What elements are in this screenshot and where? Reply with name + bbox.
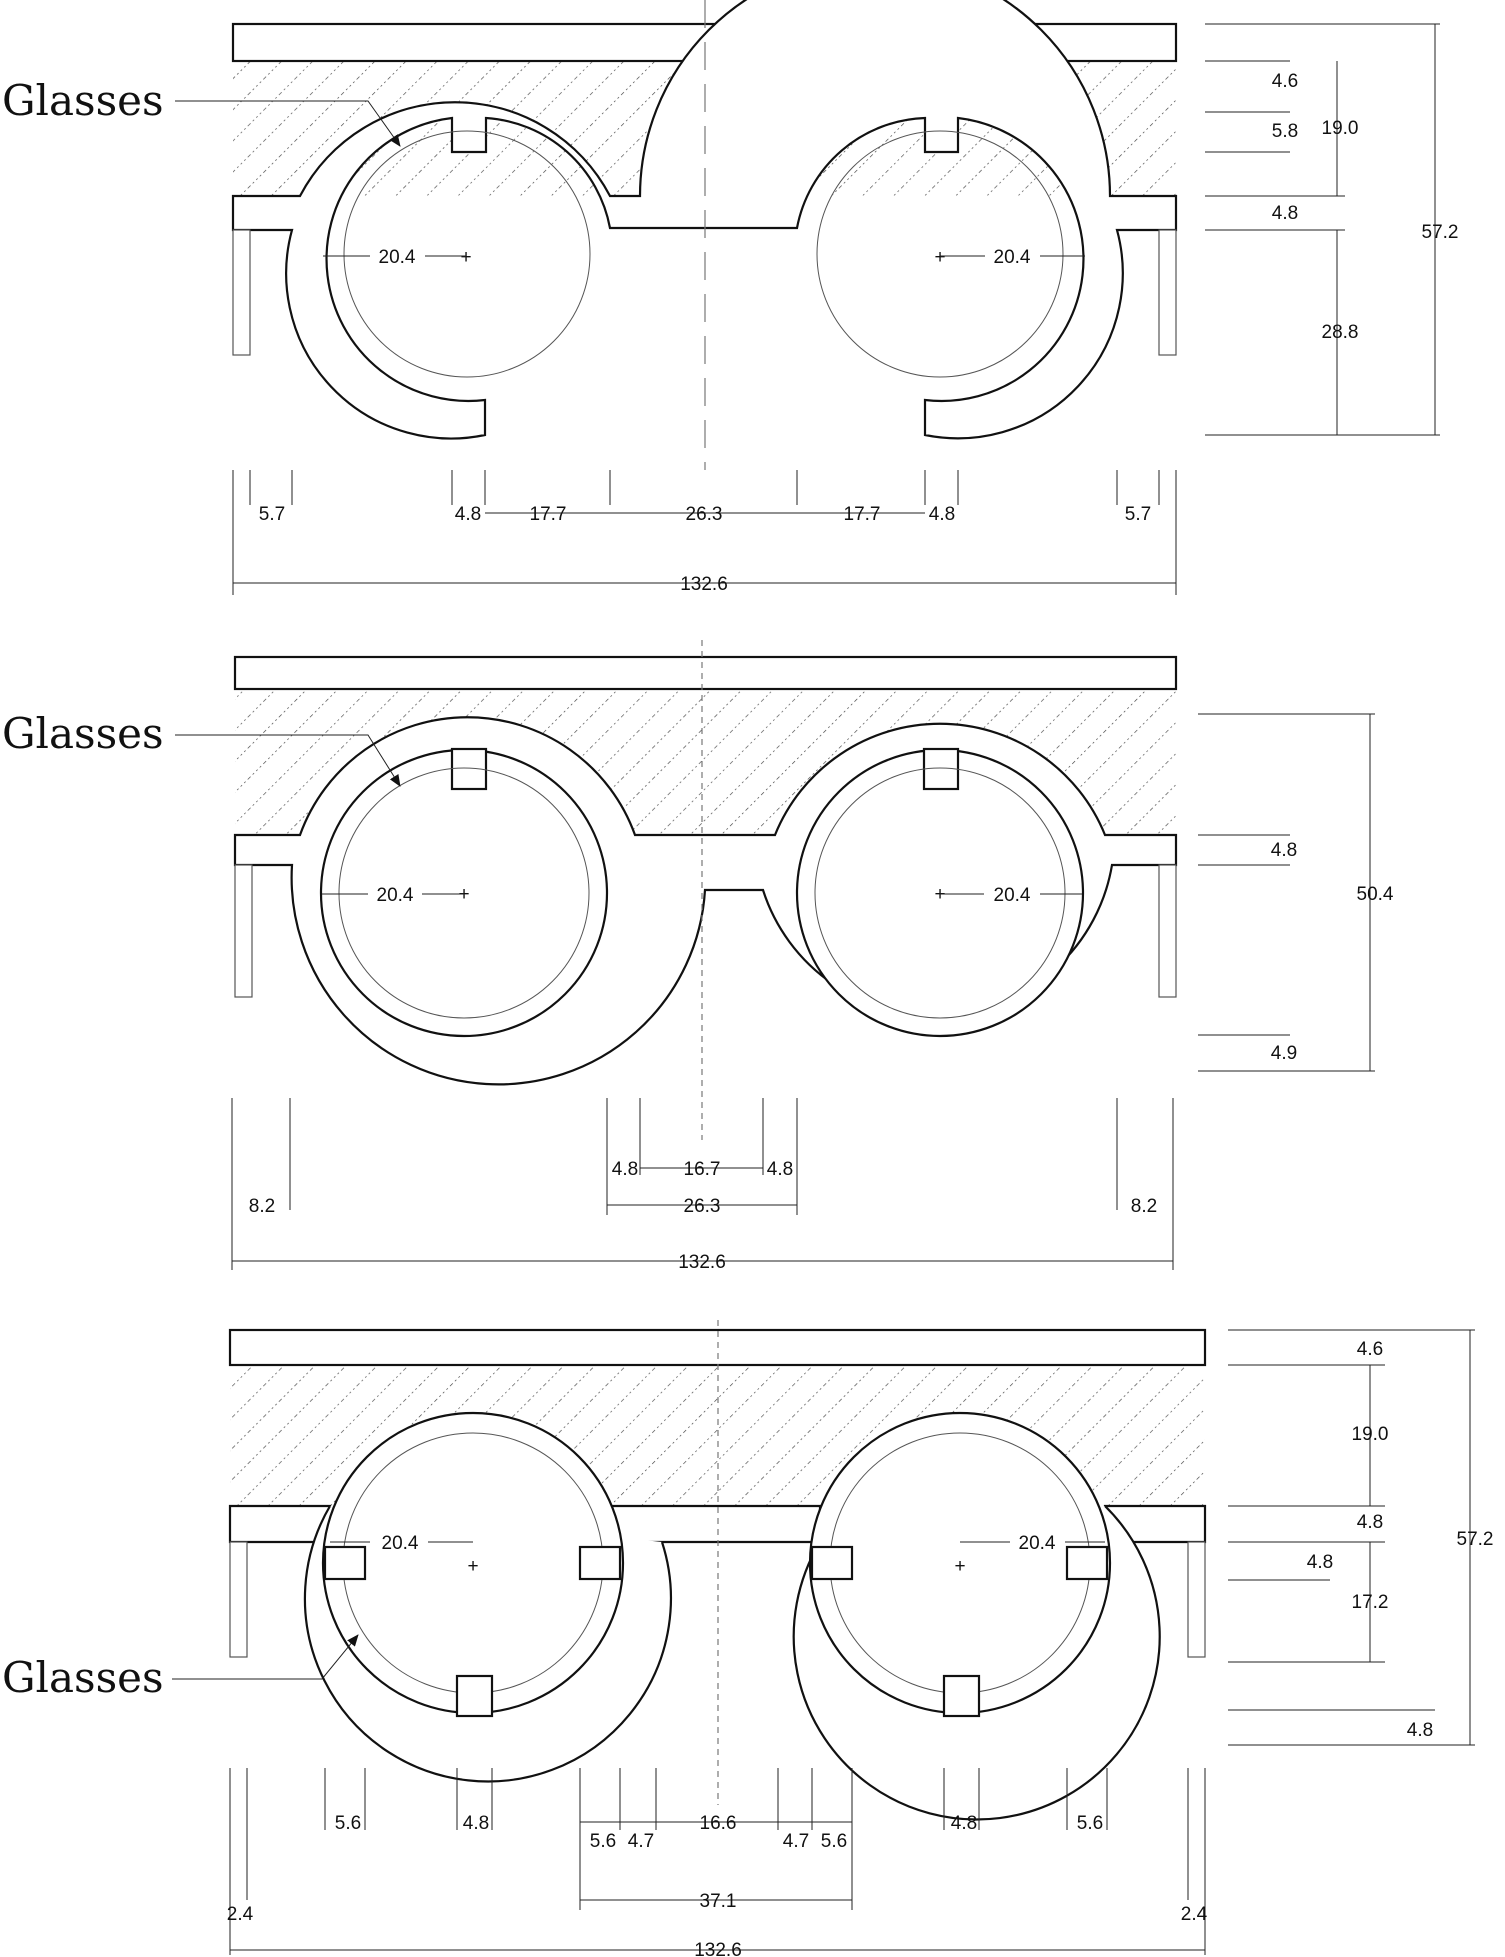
lens-right [816,130,1064,378]
lens-radius-dim: 20.4 [377,885,414,906]
lens-right [814,767,1066,1019]
dim-label: 26.3 [686,504,723,525]
center-mark: + [460,247,471,268]
lens-radius-dim: 20.4 [382,1533,419,1554]
dim-label: 19.0 [1322,118,1359,139]
dim-label: 2.4 [227,1904,254,1925]
callout-arrow [175,100,401,147]
dim-label: 4.8 [1272,203,1298,224]
notch-right-a [810,1545,854,1581]
callout-arrow [172,1634,359,1680]
temple-right [1187,1541,1206,1658]
temple-right [1158,864,1177,998]
notch-left-c [455,1674,494,1718]
dim-label: 17.2 [1352,1592,1389,1613]
dim-label: 5.6 [590,1831,616,1852]
dim-label: 4.8 [767,1159,793,1180]
dim-label: 4.6 [1272,71,1298,92]
view-1: + + 20.4 20.4 5.7 4.8 17.7 26.3 17.7 4.8… [2,0,1458,595]
view-2: + + 20.4 20.4 4.8 16.7 4.8 26.3 8.2 8.2 … [2,640,1394,1273]
callout-label: Glasses [2,1653,164,1702]
dim-label: 57.2 [1457,1529,1494,1550]
lens-radius-dim: 20.4 [1019,1533,1056,1554]
dim-label: 37.1 [700,1891,737,1912]
lens-left [343,130,591,378]
overall-width-dim: 132.6 [678,1252,726,1273]
dim-label: 26.3 [684,1196,721,1217]
center-mark: + [934,247,945,268]
temple-left [232,229,251,356]
dim-label: 4.7 [783,1831,809,1852]
dim-label: 5.6 [335,1813,361,1834]
dim-label: 50.4 [1357,884,1394,905]
dim-label: 8.2 [249,1196,275,1217]
lens-radius-dim: 20.4 [379,247,416,268]
dim-label: 8.2 [1131,1196,1157,1217]
overall-width-dim: 132.6 [680,574,728,595]
dim-label: 57.2 [1422,222,1459,243]
dim-label: 4.8 [463,1813,489,1834]
dim-label: 4.8 [929,504,955,525]
dim-label: 4.8 [1407,1720,1433,1741]
dim-label: 17.7 [844,504,881,525]
notch-left-a [323,1545,367,1581]
callout-label: Glasses [2,76,164,125]
temple-left [234,864,253,998]
center-mark: + [467,1556,478,1577]
temple-left [229,1541,248,1658]
center-mark: + [954,1556,965,1577]
notch-left-b [578,1545,622,1581]
dim-label: 28.8 [1322,322,1359,343]
dim-label: 2.4 [1181,1904,1208,1925]
top-plate [233,655,1178,691]
dim-label: 19.0 [1352,1424,1389,1445]
dim-label: 4.8 [1357,1512,1383,1533]
callout-arrow [175,734,401,787]
dim-label: 4.8 [455,504,481,525]
dim-label: 5.7 [1125,504,1151,525]
dim-label: 17.7 [530,504,567,525]
dim-label: 5.8 [1272,121,1298,142]
dim-label: 5.7 [259,504,285,525]
dim-label: 16.6 [700,1813,737,1834]
dim-label: 16.7 [684,1159,721,1180]
lens-left [338,767,590,1019]
dim-label: 4.8 [1271,840,1297,861]
lens-radius-dim: 20.4 [994,885,1031,906]
dim-label: 4.9 [1271,1043,1297,1064]
lens-radius-dim: 20.4 [994,247,1031,268]
overall-width-dim: 132.6 [694,1940,742,1957]
dim-label: 5.6 [821,1831,847,1852]
view-3: + + 20.4 20.4 5.6 4.8 5.6 4.7 16.6 4.7 5… [2,1320,1493,1957]
dim-label: 4.8 [951,1813,977,1834]
dim-label: 4.8 [612,1159,638,1180]
callout-label: Glasses [2,709,164,758]
dim-label: 4.8 [1307,1552,1333,1573]
notch-right-b [1065,1545,1109,1581]
temple-right [1158,229,1177,356]
notch-right-c [942,1674,981,1718]
dim-label: 5.6 [1077,1813,1103,1834]
dim-label: 4.7 [628,1831,654,1852]
dim-label: 4.6 [1357,1339,1383,1360]
